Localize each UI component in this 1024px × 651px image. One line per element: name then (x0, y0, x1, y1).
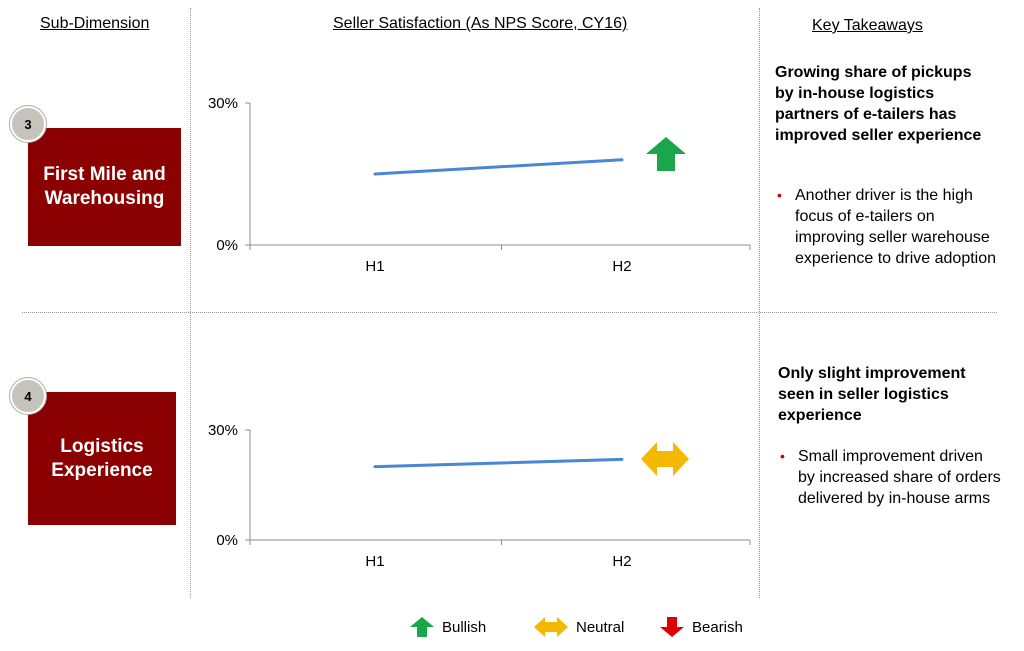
y-tick-label: 0% (216, 532, 238, 549)
takeaway-bullet-first-mile: Another driver is the high focus of e-ta… (775, 185, 1000, 269)
dimension-label-line2: Experience (51, 459, 153, 481)
takeaway-title-first-mile: Growing share of pickups by in-house log… (775, 64, 982, 144)
header-seller-satisfaction: Seller Satisfaction (As NPS Score, CY16) (333, 15, 628, 32)
chart-first-mile: 30% 0% H1 H2 (208, 95, 751, 275)
legend-neutral: Neutral (534, 617, 624, 637)
y-tick-label: 0% (216, 237, 238, 254)
legend-bearish: Bearish (660, 617, 743, 637)
header-sub-dimension: Sub-Dimension (40, 15, 150, 32)
bullish-up-arrow-icon (646, 137, 686, 171)
series-line (373, 457, 624, 469)
divider-middle (22, 312, 997, 313)
x-tick-label: H2 (612, 553, 631, 570)
legend-label: Bearish (692, 618, 743, 636)
x-tick-label: H1 (365, 258, 384, 275)
header-key-takeaways: Key Takeaways (812, 17, 923, 34)
dimension-label-line1: First Mile and (43, 164, 166, 185)
takeaway-title-logistics: Only slight improvement seen in seller l… (778, 365, 966, 424)
chart-logistics: 30% 0% H1 H2 (208, 422, 751, 570)
row-number-badge: 4 (10, 378, 46, 414)
legend-label: Bullish (442, 618, 487, 636)
up-arrow-icon (410, 617, 434, 637)
x-tick-label: H1 (365, 553, 384, 570)
legend-label: Neutral (576, 618, 625, 636)
legend-bullish: Bullish (410, 617, 486, 637)
dimension-label-line2: Warehousing (44, 188, 165, 209)
x-tick-label: H2 (612, 258, 631, 275)
divider-left (190, 8, 191, 598)
neutral-double-arrow-icon (641, 442, 689, 476)
down-arrow-icon (660, 617, 684, 637)
y-tick-label: 30% (208, 95, 238, 112)
y-tick-label: 30% (208, 422, 238, 439)
divider-right (759, 8, 760, 598)
row-number-badge: 3 (10, 106, 46, 142)
dimension-label-line1: Logistics (60, 435, 144, 457)
takeaway-bullet-logistics: Small improvement driven by increased sh… (778, 446, 1003, 509)
dimension-box-first-mile: First Mile and Warehousing (28, 128, 181, 246)
series-line (373, 158, 624, 176)
double-arrow-icon (534, 617, 568, 637)
dimension-box-logistics: Logistics Experience (28, 392, 176, 525)
